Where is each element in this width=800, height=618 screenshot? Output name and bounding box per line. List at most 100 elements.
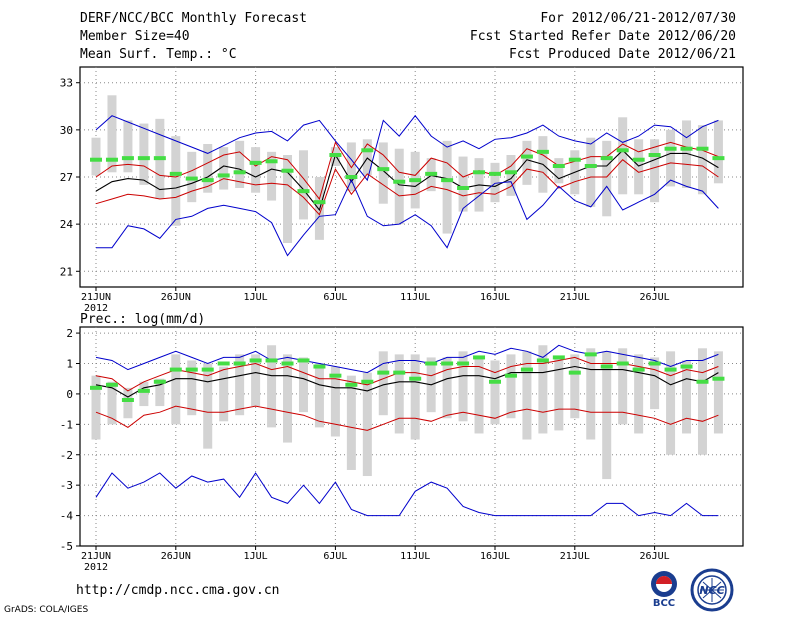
temp-observed-marker bbox=[520, 154, 533, 159]
precip-observed-marker bbox=[201, 367, 214, 372]
precip-spread-box bbox=[506, 354, 516, 419]
precip-observed-marker bbox=[696, 379, 709, 384]
precip-spread-box bbox=[378, 351, 388, 416]
temp-x-tick-label: 1JUL bbox=[244, 292, 268, 303]
precip-spread-box bbox=[713, 351, 723, 434]
temp-observed-marker bbox=[409, 178, 422, 183]
precip-spread-box bbox=[697, 348, 707, 455]
temp-x-tick-label: 21JUN bbox=[81, 292, 111, 303]
temp-y-tick-label: 33 bbox=[60, 77, 73, 90]
precip-observed-marker bbox=[153, 379, 166, 384]
bcc-logo-text: BCC bbox=[653, 598, 675, 608]
temp-observed-marker bbox=[137, 156, 150, 161]
precip-spread-box bbox=[362, 372, 372, 477]
precip-x-tick-label: 21JUL bbox=[560, 551, 590, 562]
temp-spread-box bbox=[283, 155, 293, 243]
temp-x-tick-label: 11JUL bbox=[400, 292, 430, 303]
precip-observed-marker bbox=[105, 382, 118, 387]
precip-spread-box bbox=[203, 363, 213, 449]
precip-x-tick-label: 26JUN bbox=[161, 551, 191, 562]
temp-observed-marker bbox=[249, 160, 262, 165]
precip-spread-box bbox=[251, 354, 261, 407]
precip-spread-box bbox=[139, 381, 149, 407]
temp-spread-box bbox=[506, 155, 516, 196]
temp-spread-box bbox=[171, 136, 181, 226]
temp-observed-marker bbox=[696, 146, 709, 151]
temp-x-tick-label: 6JUL bbox=[323, 292, 347, 303]
precip-observed-marker bbox=[361, 379, 374, 384]
temp-observed-marker bbox=[233, 170, 246, 175]
temp-observed-marker bbox=[712, 156, 725, 161]
precip-observed-marker bbox=[313, 364, 326, 369]
precip-spread-box bbox=[394, 354, 404, 434]
precip-observed-marker bbox=[345, 382, 358, 387]
temp-observed-marker bbox=[90, 157, 102, 162]
temp-observed-marker bbox=[600, 156, 613, 161]
bcc-logo: BCC bbox=[651, 571, 677, 608]
precip-series-min bbox=[95, 472, 719, 517]
temp-spread-box bbox=[442, 140, 452, 234]
source-url[interactable]: http://cmdp.ncc.cma.gov.cn bbox=[76, 583, 280, 598]
temp-spread-box bbox=[713, 120, 723, 184]
temp-observed-marker bbox=[121, 156, 134, 161]
precip-observed-marker bbox=[600, 364, 613, 369]
precip-spread-box bbox=[586, 348, 596, 440]
temp-observed-marker bbox=[201, 178, 214, 183]
precip-observed-marker bbox=[217, 361, 230, 366]
precip-spread-box bbox=[650, 357, 660, 410]
precip-observed-marker bbox=[536, 358, 549, 363]
precip-spread-box bbox=[346, 375, 356, 470]
precip-observed-marker bbox=[249, 358, 262, 363]
temp-x-tick-label: 16JUL bbox=[480, 292, 510, 303]
precip-spread-box bbox=[219, 366, 229, 422]
temp-observed-marker bbox=[217, 173, 230, 178]
temp-spread-box bbox=[362, 139, 372, 176]
temp-observed-marker bbox=[584, 164, 597, 168]
temp-spread-box bbox=[490, 162, 500, 203]
precip-observed-marker bbox=[233, 361, 246, 366]
precip-observed-marker bbox=[457, 361, 470, 366]
temp-spread-box bbox=[219, 147, 229, 190]
temp-observed-marker bbox=[281, 168, 294, 173]
temp-spread-box bbox=[634, 139, 644, 195]
temp-x-tick-label: 26JUN bbox=[161, 292, 191, 303]
precip-spread-box bbox=[171, 354, 181, 425]
precip-observed-marker bbox=[185, 367, 198, 372]
temp-x-tick-label: 21JUL bbox=[560, 292, 590, 303]
precip-plot-frame bbox=[79, 326, 744, 547]
precip-y-tick-label: 1 bbox=[66, 358, 73, 371]
temp-spread-box bbox=[666, 129, 676, 187]
forecast-produced-date: Fcst Produced Date 2012/06/21 bbox=[509, 47, 736, 62]
temp-spread-box bbox=[682, 120, 692, 188]
precip-x-tick-label: 21JUN bbox=[81, 551, 111, 562]
precip-observed-marker bbox=[329, 373, 342, 378]
precip-series-max bbox=[95, 344, 719, 374]
temp-series-mean bbox=[95, 149, 719, 212]
precip-series-upper bbox=[95, 356, 719, 392]
temp-observed-marker bbox=[361, 148, 374, 153]
precip-observed-marker bbox=[473, 355, 486, 360]
precip-y-tick-label: -1 bbox=[60, 418, 73, 431]
temp-series-lower bbox=[95, 159, 719, 216]
precip-y-tick-label: -5 bbox=[60, 540, 73, 553]
precip-y-tick-label: 0 bbox=[66, 388, 73, 401]
precip-spread-box bbox=[538, 345, 548, 434]
precip-observed-marker bbox=[441, 361, 454, 366]
temp-observed-marker bbox=[185, 176, 198, 181]
precip-observed-marker bbox=[632, 367, 645, 372]
variable-label: Mean Surf. Temp.: °C bbox=[80, 47, 237, 62]
precip-observed-marker bbox=[520, 367, 533, 372]
precip-panel-title: Prec.: log(mm/d) bbox=[80, 312, 205, 327]
precip-x-tick-label: 6JUL bbox=[323, 551, 347, 562]
temp-spread-box bbox=[267, 151, 277, 201]
precip-spread-box bbox=[187, 360, 197, 416]
temp-observed-marker bbox=[345, 175, 358, 179]
precip-series-mean bbox=[95, 365, 719, 398]
precip-spread-box bbox=[554, 357, 564, 431]
precip-observed-marker bbox=[568, 370, 581, 375]
temp-observed-marker bbox=[616, 148, 629, 153]
precip-spread-box bbox=[91, 375, 101, 440]
precip-observed-marker bbox=[90, 385, 102, 390]
precip-spread-box bbox=[123, 387, 133, 419]
precip-spread-box bbox=[666, 351, 676, 455]
